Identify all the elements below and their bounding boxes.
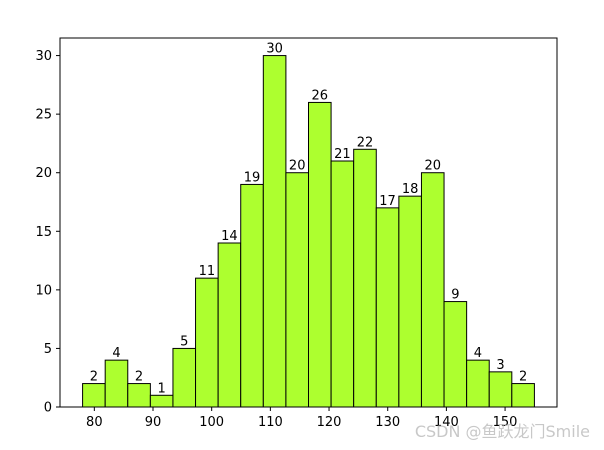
y-tick-label-1: 5 [44, 342, 52, 357]
bar-value-label-13: 17 [379, 194, 396, 209]
bar-value-label-1: 4 [112, 346, 120, 361]
y-tick-label-4: 20 [35, 166, 52, 181]
bar-value-label-3: 1 [158, 381, 166, 396]
histogram-bar-3 [149, 394, 174, 408]
y-tick-label-3: 15 [35, 225, 52, 240]
histogram-bar-17 [466, 359, 490, 408]
bar-value-label-16: 9 [451, 288, 459, 303]
bar-value-label-6: 14 [221, 229, 238, 244]
histogram-bar-9 [285, 172, 309, 408]
bar-value-label-11: 21 [334, 147, 351, 162]
bar-value-label-4: 5 [180, 334, 188, 349]
x-axis: 80 90 100 110 120 130 140 150 [86, 407, 517, 430]
x-tick-label-0: 80 [86, 415, 103, 430]
y-tick-label-5: 25 [35, 108, 52, 123]
bar-value-label-10: 26 [312, 88, 329, 103]
y-tick-label-0: 0 [44, 401, 52, 416]
histogram-bar-10 [308, 101, 332, 408]
y-tick-label-2: 10 [35, 283, 52, 298]
histogram-bar-7 [240, 183, 264, 408]
x-tick-label-5: 130 [375, 415, 400, 430]
x-tick-label-2: 100 [199, 415, 224, 430]
y-tick-label-6: 30 [35, 49, 52, 64]
x-tick-label-7: 150 [493, 415, 518, 430]
histogram-bar-8 [262, 55, 287, 408]
histogram-bar-13 [375, 207, 400, 408]
histogram-bar-0 [82, 383, 106, 408]
bar-value-label-9: 20 [289, 159, 306, 174]
histogram-bar-14 [398, 195, 422, 408]
bar-value-label-14: 18 [402, 182, 419, 197]
histogram-bar-6 [217, 242, 242, 408]
bar-value-label-0: 2 [90, 370, 98, 385]
bar-value-label-7: 19 [244, 170, 261, 185]
histogram-bar-11 [330, 160, 355, 408]
bar-value-label-17: 4 [474, 346, 482, 361]
y-axis: 0 5 10 15 20 25 30 [35, 49, 60, 416]
bar-value-label-19: 2 [519, 370, 527, 385]
bar-value-label-2: 2 [135, 370, 143, 385]
histogram-bar-16 [443, 301, 468, 408]
axes-frame [59, 37, 558, 408]
histogram-bar-19 [511, 383, 535, 408]
watermark-text: CSDN @鱼跃龙门Smile [414, 422, 590, 441]
bars-group [82, 55, 535, 408]
bar-value-label-5: 11 [199, 264, 216, 279]
x-tick-label-4: 120 [317, 415, 342, 430]
histogram-bar-5 [195, 277, 219, 408]
histogram-bar-12 [353, 148, 377, 408]
histogram-bar-15 [420, 172, 445, 408]
bar-value-label-12: 22 [357, 135, 374, 150]
x-tick-label-6: 140 [434, 415, 459, 430]
x-tick-label-1: 90 [145, 415, 162, 430]
histogram-bar-1 [104, 359, 129, 408]
histogram-bar-18 [488, 371, 513, 408]
histogram-bar-4 [172, 347, 197, 408]
bar-value-label-15: 20 [424, 159, 441, 174]
histogram-bar-2 [127, 383, 151, 408]
x-tick-label-3: 110 [258, 415, 283, 430]
bar-value-label-8: 30 [266, 42, 283, 57]
bar-value-label-18: 3 [496, 358, 504, 373]
